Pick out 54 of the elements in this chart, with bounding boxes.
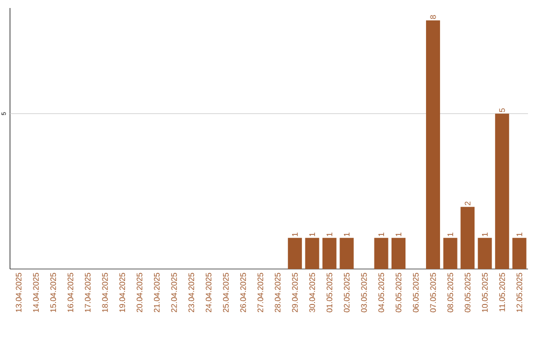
x-tick-label: 03.05.2025: [361, 272, 367, 312]
x-tick-label: 26.04.2025: [240, 272, 246, 312]
x-tick-label: 21.04.2025: [154, 272, 160, 312]
x-tick-label: 04.05.2025: [378, 272, 384, 312]
data-label: 1: [378, 232, 384, 236]
data-label: 1: [482, 232, 488, 236]
x-tick-label: 07.05.2025: [430, 272, 436, 312]
x-tick-label: 18.04.2025: [102, 272, 108, 312]
x-tick-label: 13.04.2025: [16, 272, 22, 312]
x-tick-label: 30.04.2025: [309, 272, 315, 312]
data-label: 1: [516, 232, 522, 236]
x-tick-label: 29.04.2025: [292, 272, 298, 312]
x-tick-label: 06.05.2025: [412, 272, 419, 312]
data-label: 1: [344, 232, 350, 236]
x-tick-label: 17.04.2025: [84, 272, 91, 312]
x-tick-label: 09.05.2025: [464, 272, 470, 312]
x-tick-label: 28.04.2025: [274, 272, 280, 312]
x-tick-label: 11.05.2025: [499, 272, 505, 312]
x-tick-label: 15.04.2025: [50, 272, 56, 312]
data-label: 1: [292, 232, 298, 236]
data-label: 2: [464, 202, 470, 206]
bar: [495, 114, 510, 269]
x-tick-label: 19.04.2025: [119, 272, 126, 312]
x-tick-label: 02.05.2025: [344, 272, 350, 312]
x-tick-label: 20.04.2025: [136, 272, 142, 312]
bar: [392, 238, 406, 269]
bar: [305, 238, 320, 269]
bar: [478, 238, 492, 269]
x-tick-label: 22.04.2025: [171, 272, 177, 312]
x-tick-label: 23.04.2025: [188, 272, 194, 312]
data-label: 1: [309, 232, 315, 236]
x-tick-label: 10.05.2025: [482, 272, 488, 312]
bar: [374, 238, 388, 269]
bar: [340, 238, 354, 269]
data-label: 8: [430, 15, 436, 19]
x-tick-label: 16.04.2025: [68, 272, 74, 312]
x-tick-label: 27.04.2025: [258, 272, 264, 312]
data-label: 1: [448, 232, 454, 236]
x-tick-label: 14.04.2025: [33, 272, 39, 312]
bar: [512, 238, 526, 269]
bar: [288, 238, 302, 269]
data-label: 1: [396, 232, 402, 236]
bar: [443, 238, 458, 269]
bar: [460, 206, 475, 269]
bar: [426, 20, 440, 269]
x-tick-label: 12.05.2025: [516, 272, 522, 312]
bar: [322, 238, 336, 269]
x-tick-label: 08.05.2025: [447, 272, 454, 312]
x-tick-label: 24.04.2025: [206, 272, 212, 312]
data-label: 1: [326, 232, 332, 236]
x-tick-label: 25.04.2025: [223, 272, 229, 312]
data-label: 5: [499, 108, 505, 112]
x-tick-label: 05.05.2025: [396, 272, 402, 312]
x-tick-label: 01.05.2025: [326, 272, 332, 312]
